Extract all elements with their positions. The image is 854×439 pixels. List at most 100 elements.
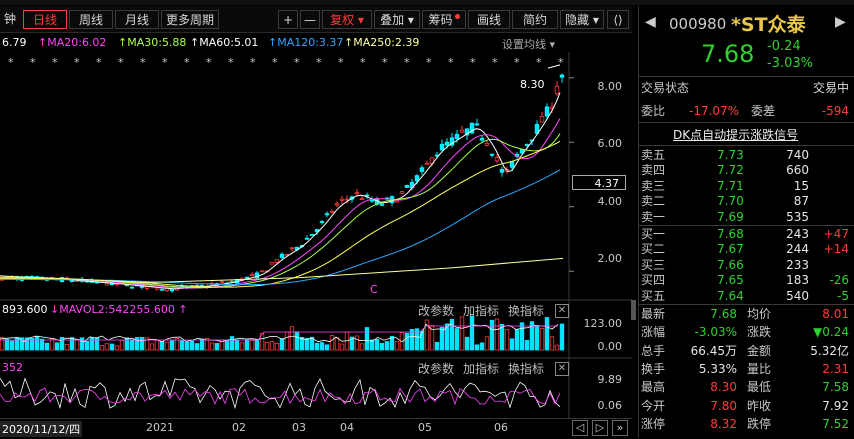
ma60-line — [0, 140, 561, 288]
candle-body — [249, 274, 255, 276]
panel-splitter-handle[interactable] — [631, 300, 636, 320]
order-book-row[interactable]: 买四 7.65 183 -26 — [639, 273, 854, 288]
vol-add-indicator-button[interactable]: 加指标 — [463, 304, 500, 318]
chips-button[interactable]: 筹码 — [422, 10, 466, 29]
volume-bar — [34, 335, 40, 351]
volume-bar — [369, 339, 375, 351]
period-partial-button[interactable]: 钟 — [3, 12, 16, 26]
volume-bar — [79, 337, 85, 351]
ind-add-indicator-button[interactable]: 加指标 — [463, 362, 500, 376]
volume-bar — [559, 323, 565, 351]
candle-body — [559, 74, 565, 78]
more-periods-button[interactable]: 更多周期 — [161, 10, 219, 29]
draw-line-button[interactable]: 画线 — [468, 10, 510, 29]
candle-body — [414, 175, 420, 182]
order-book-row[interactable]: 卖五 7.73 740 — [639, 148, 854, 163]
book-volume: 540 — [786, 288, 809, 303]
order-book-row[interactable]: 卖四 7.72 660 — [639, 163, 854, 178]
next-stock-icon[interactable]: ▶ — [835, 14, 846, 30]
volume-bar — [439, 326, 445, 351]
weekly-button[interactable]: 周线 — [69, 10, 113, 29]
volume-bar — [144, 337, 150, 351]
signal-star-icon: * — [96, 56, 102, 69]
order-book-row[interactable]: 买三 7.66 233 — [639, 258, 854, 273]
stat-value: -3.03% — [694, 325, 737, 340]
volume-bar — [514, 329, 520, 351]
prev-stock-icon[interactable]: ◀ — [645, 14, 656, 30]
fast-forward-icon[interactable]: » — [612, 420, 628, 436]
adjust-dropdown[interactable]: 复权 ▾ — [322, 10, 372, 29]
x-label-03: 03 — [292, 421, 306, 434]
volume-bar — [309, 336, 315, 351]
stock-code: 000980 — [669, 15, 727, 33]
volume-bar — [264, 342, 270, 351]
signal-star-icon: * — [74, 56, 80, 69]
volume-bar — [549, 336, 555, 351]
monthly-button[interactable]: 月线 — [115, 10, 159, 29]
price-change-pct: -3.03% — [767, 56, 813, 71]
scroll-left-icon[interactable]: ◁ — [572, 420, 588, 436]
ind-modify-params-button[interactable]: 改参数 — [418, 362, 455, 376]
signal-star-icon: * — [316, 56, 322, 69]
candle-body — [329, 210, 335, 213]
price-tick-4: 4.00 — [597, 195, 623, 208]
candle-body — [269, 261, 275, 265]
volume-bar — [0, 336, 5, 351]
vol-tick-zero: 0.00 — [597, 340, 623, 353]
volume-bar — [289, 326, 295, 351]
order-book-row[interactable]: 买五 7.64 540 -5 — [639, 289, 854, 304]
stat-value: 7.68 — [710, 307, 737, 321]
ind-close-icon[interactable]: ✕ — [555, 362, 569, 376]
order-book-row[interactable]: 买一 7.68 243 +47 — [639, 227, 854, 242]
overlay-dropdown[interactable]: 叠加 ▾ — [374, 10, 420, 29]
volume-bar — [544, 317, 550, 351]
daily-button[interactable]: 日线 — [23, 10, 67, 29]
stat-value: 5.32亿 — [810, 343, 849, 358]
volume-bar — [529, 321, 535, 351]
volume-bar — [299, 337, 305, 351]
book-level-label: 买一 — [641, 227, 666, 241]
last-price: 7.68 — [701, 40, 755, 68]
vol-close-icon[interactable]: ✕ — [555, 304, 569, 318]
indicator-line-1 — [0, 377, 561, 410]
signal-star-icon: * — [360, 56, 366, 69]
dk-signal-link[interactable]: DK点自动提示涨跌信号 — [673, 128, 799, 142]
ind-swap-indicator-button[interactable]: 换指标 — [508, 362, 545, 376]
order-book-row[interactable]: 卖二 7.70 87 — [639, 194, 854, 209]
volume-bar — [254, 339, 260, 351]
weicha-value: -594 — [821, 104, 849, 118]
stock-name: *ST众泰 — [731, 14, 806, 36]
candle-body — [164, 287, 170, 292]
stat-label: 最低 — [747, 380, 772, 395]
hide-dropdown[interactable]: 隐藏 ▾ — [560, 10, 604, 29]
volume-bar — [109, 343, 115, 351]
book-level-label: 买三 — [641, 257, 666, 272]
ma-settings-button[interactable]: 设置均线 ▾ — [502, 38, 556, 51]
book-volume-change: -5 — [837, 288, 849, 303]
order-book-row[interactable]: 卖三 7.71 15 — [639, 179, 854, 194]
order-book-row[interactable]: 卖一 7.69 535 — [639, 210, 854, 225]
book-price: 7.65 — [717, 273, 744, 288]
volume-bar — [199, 338, 205, 351]
zoom-out-button[interactable]: — — [300, 10, 320, 29]
vol-swap-indicator-button[interactable]: 换指标 — [508, 304, 545, 318]
high-marker-line — [547, 64, 561, 69]
scroll-right-icon[interactable]: ▷ — [592, 420, 608, 436]
chart-area[interactable]: * * * * * * * * * * * * * * * * * * * * * * * * * * — [0, 52, 632, 438]
stat-value: 7.92 — [822, 398, 849, 413]
volume-bar — [304, 337, 310, 351]
volume-bar — [434, 341, 440, 351]
brief-button[interactable]: 简约 — [512, 10, 558, 29]
order-book-row[interactable]: 买二 7.67 244 +14 — [639, 242, 854, 257]
zoom-in-button[interactable]: + — [278, 10, 298, 29]
volume-bar — [379, 342, 385, 351]
status-value: 交易中 — [812, 81, 849, 95]
collapse-icon[interactable]: ⟨⟩ — [607, 10, 629, 29]
stat-label: 涨跌 — [747, 325, 772, 340]
vol-modify-params-button[interactable]: 改参数 — [418, 304, 455, 318]
book-level-label: 卖四 — [641, 163, 666, 178]
book-price: 7.64 — [717, 288, 744, 303]
ma-legend: 6.79 ↑MA20:6.02 ↑MA30:5.88 ↑MA60:5.01 ↑M… — [0, 36, 632, 52]
ma120-line — [0, 169, 561, 286]
candle-body — [339, 198, 345, 201]
